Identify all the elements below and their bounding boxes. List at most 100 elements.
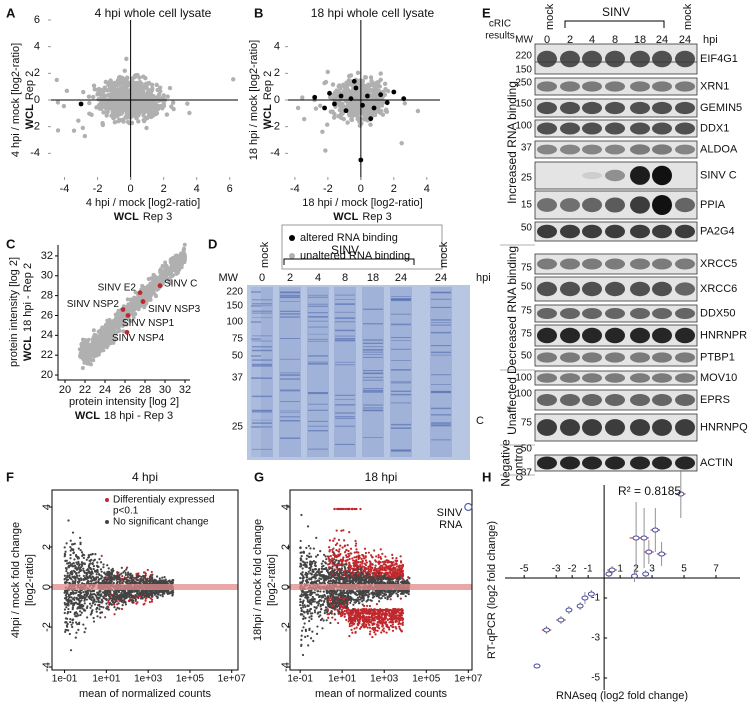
background-point	[124, 111, 129, 116]
background-point	[72, 552, 75, 555]
axis-label-sub: WCL Rep 3	[333, 211, 391, 223]
blot-band	[560, 327, 580, 344]
background-point	[347, 552, 350, 556]
y-tick-label: 2	[34, 67, 40, 79]
background-point	[117, 590, 120, 594]
blot-band	[605, 197, 625, 213]
background-point	[105, 108, 110, 114]
mw-label: 50	[521, 223, 533, 234]
background-point	[87, 564, 91, 567]
y-tick-label: -4	[270, 147, 280, 159]
blot-band	[537, 327, 557, 344]
background-point	[72, 569, 75, 572]
panel-label: F	[6, 469, 14, 484]
background-point	[72, 604, 75, 607]
background-point	[122, 68, 127, 74]
background-point	[103, 597, 106, 600]
background-point	[100, 594, 103, 597]
background-point	[71, 572, 74, 575]
background-point	[81, 564, 84, 567]
background-point	[162, 589, 165, 592]
background-point	[347, 82, 353, 87]
blot-band	[630, 224, 650, 239]
background-point	[153, 293, 158, 298]
background-point	[139, 106, 145, 111]
background-point	[148, 575, 152, 578]
lane-label: 4	[589, 34, 595, 46]
background-point	[343, 615, 346, 618]
blot-band	[537, 258, 557, 270]
blot-band	[652, 419, 672, 436]
background-point	[64, 628, 67, 631]
background-point	[384, 107, 389, 112]
background-point	[115, 589, 118, 593]
background-point	[69, 600, 73, 603]
section-label: Decreased RNA binding	[505, 246, 519, 374]
axis-label-sub: WCL18 hpi - Rep 2	[22, 263, 34, 361]
background-point	[146, 568, 149, 572]
background-point	[127, 579, 130, 582]
protein-label: DDX1	[700, 122, 729, 134]
background-point	[106, 327, 111, 332]
viral-protein-point	[140, 299, 146, 304]
background-point	[71, 621, 74, 624]
background-point	[391, 623, 394, 626]
blot-band	[630, 196, 650, 214]
background-point	[67, 564, 71, 567]
background-point	[103, 576, 106, 580]
blot-band	[582, 394, 602, 406]
blot-band	[630, 122, 650, 135]
background-point	[86, 605, 89, 608]
background-point	[369, 78, 374, 84]
background-point	[340, 608, 344, 611]
background-point	[82, 623, 85, 626]
legend-label: Differentialy expressed	[113, 495, 215, 506]
background-point	[112, 119, 118, 125]
protein-label: ACTIN	[700, 457, 733, 469]
blot-band	[582, 258, 602, 270]
x-tick-label: 24	[99, 384, 111, 396]
background-point	[91, 358, 96, 363]
background-point	[301, 116, 307, 122]
gel-lane	[390, 287, 412, 457]
background-point	[131, 574, 134, 577]
y-axis-label: protein intensity [log 2]	[8, 257, 20, 367]
background-point	[365, 561, 368, 564]
background-point	[87, 580, 90, 583]
background-point	[87, 100, 92, 106]
mw-label: 50	[521, 351, 533, 362]
background-point	[132, 84, 138, 89]
point-label: SINV E2	[98, 282, 137, 293]
background-point	[79, 549, 82, 552]
background-point	[80, 611, 83, 614]
mw-label: 50	[232, 351, 244, 362]
background-point	[92, 567, 95, 570]
background-point	[77, 590, 80, 594]
background-point	[348, 531, 351, 534]
background-point	[399, 140, 404, 146]
legend-marker	[289, 253, 295, 259]
blot-band	[652, 327, 672, 344]
group-label: mock	[682, 3, 694, 30]
background-point	[63, 546, 66, 549]
background-point	[87, 556, 90, 559]
background-point	[74, 578, 77, 582]
background-point	[89, 562, 92, 565]
background-point	[99, 104, 105, 109]
background-point	[144, 295, 149, 300]
blot-band	[537, 307, 557, 320]
background-point	[69, 618, 72, 621]
background-point	[136, 107, 142, 112]
blot-band	[582, 307, 602, 320]
zero-band	[52, 584, 238, 590]
background-point	[64, 594, 67, 597]
background-point	[339, 614, 343, 618]
background-point	[341, 82, 346, 87]
background-point	[91, 609, 94, 612]
background-point	[149, 591, 152, 594]
panel-title: 18 hpi whole cell lysate	[311, 6, 435, 20]
protein-label: DDX50	[700, 307, 735, 319]
y-tick-label: 4	[34, 41, 40, 53]
blot-band	[605, 419, 625, 436]
